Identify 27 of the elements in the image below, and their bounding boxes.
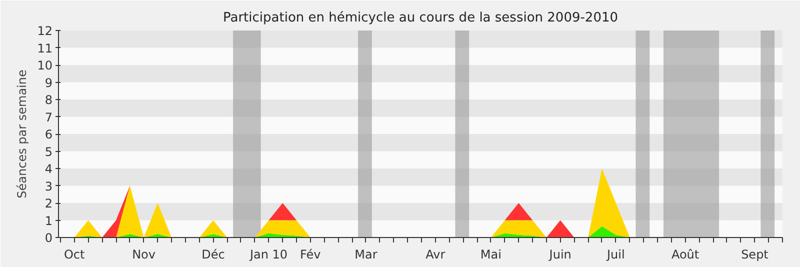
y-tick-label: 5 xyxy=(44,144,53,159)
x-tick-label: Oct xyxy=(64,248,86,262)
y-tick-label: 11 xyxy=(37,41,53,56)
x-tick-label: Juil xyxy=(606,248,625,262)
x-tick-label: Jan 10 xyxy=(248,248,288,262)
y-tick-label: 1 xyxy=(44,214,53,228)
y-tick-label: 4 xyxy=(44,162,53,176)
x-tick-label: Août xyxy=(671,248,700,262)
x-tick-label: Fév xyxy=(300,248,321,262)
x-tick-label: Sept xyxy=(741,248,769,262)
y-tick-label: 7 xyxy=(44,110,53,124)
y-axis-title: Séances par semaine xyxy=(15,70,30,198)
y-tick-label: 12 xyxy=(37,24,53,38)
x-tick-label: Nov xyxy=(132,248,156,262)
y-tick-label: 9 xyxy=(44,76,53,90)
y-tick-label: 0 xyxy=(44,231,53,245)
x-tick-label: Juin xyxy=(548,248,572,262)
x-tick-label: Déc xyxy=(202,248,225,262)
y-tick-label: 2 xyxy=(44,196,53,210)
chart-title: Participation en hémicycle au cours de la session 2009-2010 xyxy=(222,10,618,26)
x-tick-label: Avr xyxy=(426,248,446,262)
y-tick-label: 8 xyxy=(44,93,53,107)
y-tick-label: 3 xyxy=(44,179,53,194)
y-tick-label: 10 xyxy=(37,58,53,72)
x-tick-label: Mar xyxy=(354,248,378,262)
x-tick-label: Mai xyxy=(480,248,502,262)
y-tick-label: 6 xyxy=(44,128,53,142)
